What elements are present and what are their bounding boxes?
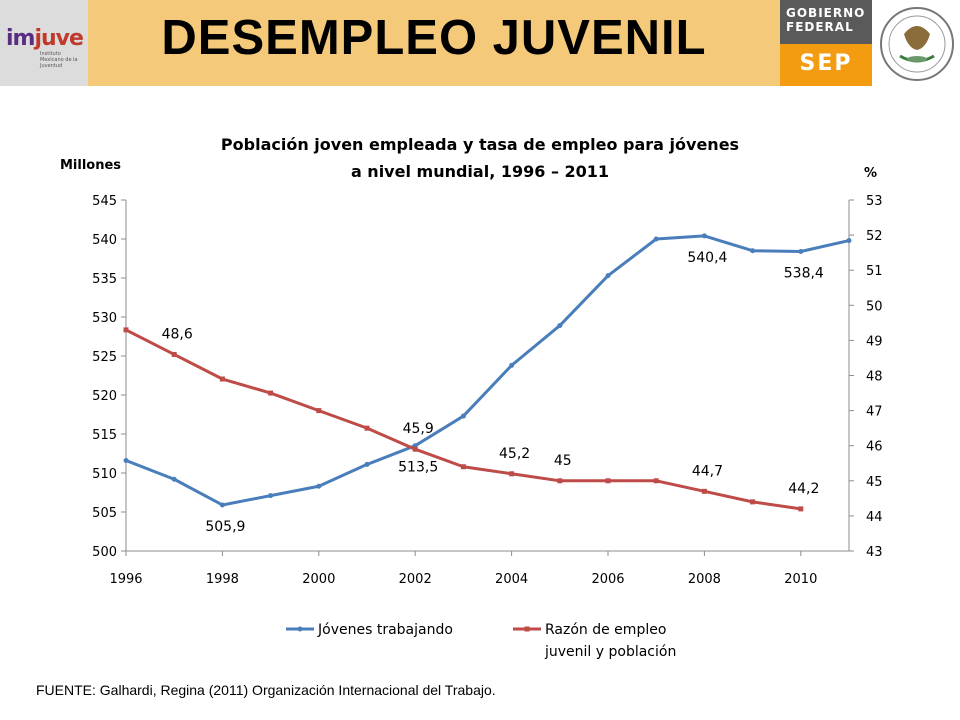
y-tick-label-left: 505 xyxy=(92,506,117,521)
legend-marker-series-2 xyxy=(524,626,530,632)
data-point-series-2 xyxy=(798,506,804,512)
chart-title-line2: a nivel mundial, 1996 – 2011 xyxy=(350,162,610,181)
data-label-series-1: 505,9 xyxy=(205,519,245,535)
data-point-series-2 xyxy=(750,499,756,505)
y-tick-label-right: 53 xyxy=(866,194,883,209)
series-line-2 xyxy=(125,328,802,511)
title-band: DESEMPLEO JUVENIL xyxy=(88,0,780,86)
data-point-series-1 xyxy=(701,233,707,239)
x-tick-label: 2008 xyxy=(688,572,721,587)
gobierno-federal-logo[interactable]: GOBIERNO FEDERAL xyxy=(780,0,872,44)
legend-label-series-2-line2: juvenil y población xyxy=(544,644,676,660)
series-line-1 xyxy=(125,234,850,507)
y-tick-label-left: 510 xyxy=(92,467,117,482)
data-point-series-2 xyxy=(364,425,370,431)
data-label-series-2: 45,2 xyxy=(499,446,530,462)
y-tick-label-left: 530 xyxy=(92,311,117,326)
data-point-series-1 xyxy=(316,483,322,489)
data-point-series-2 xyxy=(268,390,274,396)
sep-logo[interactable]: SEP xyxy=(780,44,872,86)
data-point-series-2 xyxy=(316,408,322,414)
sep-text: SEP xyxy=(799,51,853,76)
y-tick-label-left: 525 xyxy=(92,350,117,365)
header: imjuve Instituto Mexicano de la Juventud… xyxy=(0,0,960,86)
legend-label-series-1: Jóvenes trabajando xyxy=(317,622,453,638)
data-label-series-1: 540,4 xyxy=(687,250,727,266)
x-tick-label: 1996 xyxy=(109,572,142,587)
y-tick-label-left: 515 xyxy=(92,428,117,443)
page-title: DESEMPLEO JUVENIL xyxy=(161,11,707,65)
data-point-series-1 xyxy=(171,476,177,482)
data-point-series-1 xyxy=(460,413,466,419)
chart-title-line1: Población joven empleada y tasa de emple… xyxy=(220,135,740,154)
data-point-series-1 xyxy=(798,248,804,254)
y-tick-label-left: 535 xyxy=(92,272,117,287)
x-tick-label: 2004 xyxy=(495,572,528,587)
mexico-seal-icon xyxy=(880,7,954,81)
data-point-series-2 xyxy=(509,471,515,477)
y-tick-label-right: 45 xyxy=(866,475,883,490)
y-tick-label-right: 47 xyxy=(866,405,883,420)
data-point-series-2 xyxy=(557,478,563,484)
data-point-series-1 xyxy=(846,238,852,244)
imjuve-logo-subtext: Instituto Mexicano de la Juventud xyxy=(40,51,78,69)
data-point-series-1 xyxy=(509,362,515,368)
data-point-series-1 xyxy=(123,458,129,464)
y-tick-label-left: 540 xyxy=(92,233,117,248)
data-label-series-2: 44,2 xyxy=(788,481,819,497)
x-tick-label: 2002 xyxy=(399,572,432,587)
y-tick-label-right: 49 xyxy=(866,334,883,349)
data-point-series-2 xyxy=(460,464,466,470)
data-point-series-2 xyxy=(605,478,611,484)
data-point-series-1 xyxy=(219,502,225,508)
data-point-series-1 xyxy=(268,493,274,499)
data-point-series-1 xyxy=(364,461,370,467)
data-label-series-2: 45,9 xyxy=(403,421,434,437)
data-label-series-1: 513,5 xyxy=(398,460,438,476)
y-tick-label-right: 44 xyxy=(866,510,883,525)
y-tick-label-left: 500 xyxy=(92,545,117,560)
y-axis-label-left: Millones xyxy=(60,158,122,173)
data-label-series-2: 48,6 xyxy=(162,326,193,342)
x-tick-label: 1998 xyxy=(206,572,239,587)
data-point-series-1 xyxy=(750,248,756,254)
source-note: FUENTE: Galhardi, Regina (2011) Organiza… xyxy=(36,682,496,698)
y-tick-label-right: 46 xyxy=(866,440,883,455)
data-point-series-2 xyxy=(412,446,418,452)
legend-marker-series-1 xyxy=(297,626,303,632)
chart-title: Población joven empleada y tasa de emple… xyxy=(180,131,780,185)
y-tick-label-left: 520 xyxy=(92,389,117,404)
x-tick-label: 2000 xyxy=(302,572,335,587)
y-axis-label-right: % xyxy=(864,166,878,181)
data-point-series-2 xyxy=(701,488,707,494)
x-tick-label: 2010 xyxy=(784,572,817,587)
data-label-series-2: 45 xyxy=(554,453,572,469)
data-point-series-2 xyxy=(171,351,177,357)
y-tick-label-right: 50 xyxy=(866,299,883,314)
gobierno-federal-text: GOBIERNO FEDERAL xyxy=(786,6,866,34)
data-label-series-1: 538,4 xyxy=(784,265,824,281)
data-point-series-1 xyxy=(605,273,611,279)
imjuve-logo[interactable]: imjuve Instituto Mexicano de la Juventud xyxy=(0,0,88,86)
y-tick-label-left: 545 xyxy=(92,194,117,209)
data-label-series-2: 44,7 xyxy=(692,463,723,479)
data-point-series-1 xyxy=(653,236,659,242)
data-point-series-2 xyxy=(219,376,225,382)
x-tick-label: 2006 xyxy=(591,572,624,587)
imjuve-logo-text: imjuve xyxy=(6,26,84,51)
y-tick-label-right: 48 xyxy=(866,370,883,385)
y-tick-label-right: 51 xyxy=(866,264,883,279)
y-tick-label-right: 52 xyxy=(866,229,883,244)
y-tick-label-right: 43 xyxy=(866,545,883,560)
data-point-series-2 xyxy=(123,327,129,333)
legend-label-series-2-line1: Razón de empleo xyxy=(545,622,666,638)
data-point-series-2 xyxy=(653,478,659,484)
data-point-series-1 xyxy=(557,323,563,329)
